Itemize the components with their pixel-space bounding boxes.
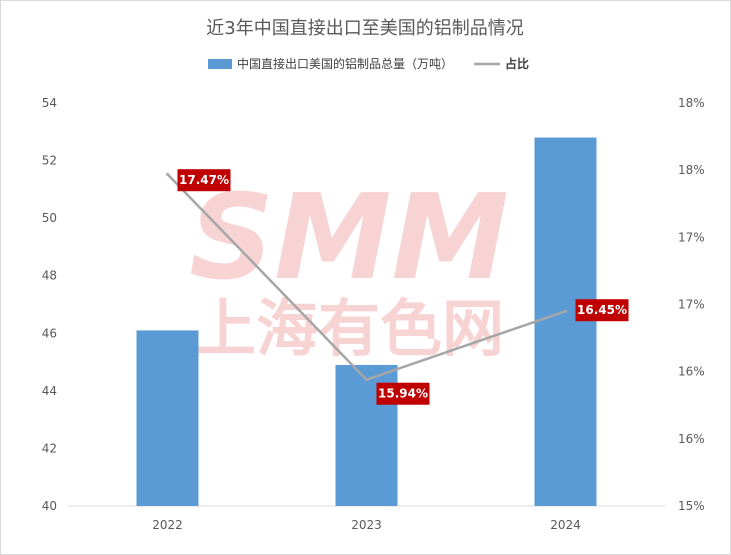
y-left-tick-label: 42 (42, 441, 57, 455)
data-label: 15.94% (378, 387, 428, 401)
line-series (166, 172, 567, 382)
y-right-tick-label: 16% (678, 432, 705, 446)
y-axis-left: 40 42 44 46 48 50 52 54 (42, 96, 57, 513)
bar (534, 137, 597, 507)
data-labels: 17.47% 15.94% 16.45% (177, 169, 629, 405)
x-tick-label: 2022 (152, 518, 183, 532)
y-right-tick-label: 16% (678, 365, 705, 379)
legend-bar-swatch (208, 59, 232, 69)
line-segment (166, 173, 368, 381)
y-right-tick-label: 17% (678, 230, 705, 244)
data-label-box (376, 382, 430, 405)
x-tick-label: 2024 (550, 518, 581, 532)
y-left-tick-label: 40 (42, 499, 57, 513)
line-segment (366, 310, 566, 381)
line-point (564, 309, 567, 313)
data-label-box (177, 169, 231, 192)
x-tick-label: 2023 (351, 518, 382, 532)
y-left-tick-label: 48 (42, 269, 57, 283)
y-left-tick-label: 44 (42, 384, 57, 398)
watermark: SMM 上海有色网 (189, 168, 509, 365)
y-left-tick-label: 50 (42, 211, 57, 225)
data-label-box (575, 299, 629, 322)
chart-title: 近3年中国直接出口至美国的铝制品情况 (206, 18, 523, 39)
y-axis-right: 15% 16% 16% 17% 17% 18% 18% (678, 96, 705, 513)
x-axis: 2022 2023 2024 (152, 518, 581, 532)
line-point (166, 172, 169, 176)
bar-series (136, 137, 597, 507)
y-left-tick-label: 54 (42, 96, 57, 110)
y-right-tick-label: 18% (678, 96, 705, 110)
legend-line-label: 占比 (505, 56, 529, 71)
y-left-tick-label: 52 (42, 154, 57, 168)
data-label: 17.47% (179, 173, 229, 187)
watermark-logo-text: SMM (189, 168, 509, 306)
y-right-tick-label: 18% (678, 163, 705, 177)
y-right-tick-label: 15% (678, 499, 705, 513)
legend: 中国直接出口美国的铝制品总量（万吨） 占比 (208, 56, 529, 71)
y-left-tick-label: 46 (42, 326, 57, 340)
data-label: 16.45% (577, 303, 627, 317)
legend-bar-label: 中国直接出口美国的铝制品总量（万吨） (237, 56, 453, 71)
y-right-tick-label: 17% (678, 298, 705, 312)
watermark-cn-text: 上海有色网 (194, 292, 504, 365)
line-point (365, 378, 368, 382)
bar (136, 330, 199, 506)
